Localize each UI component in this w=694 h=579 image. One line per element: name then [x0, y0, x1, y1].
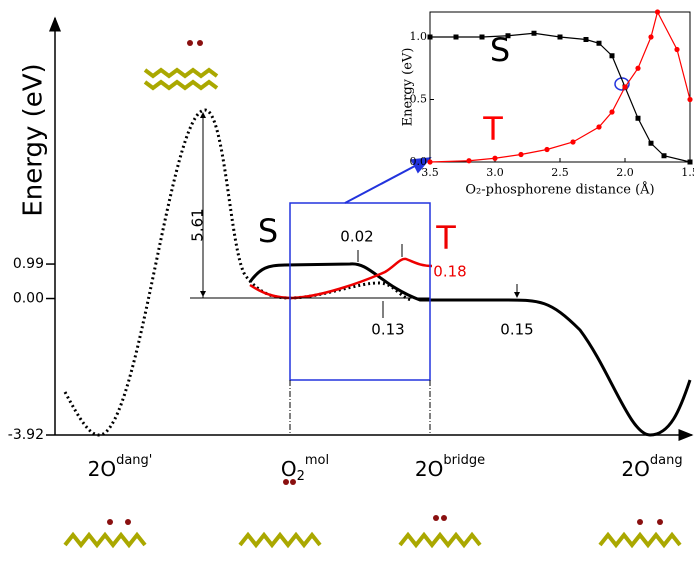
point: [635, 66, 640, 71]
x-tick-label: 2.0: [616, 166, 634, 179]
point: [558, 35, 563, 40]
point: [662, 153, 667, 158]
category-sup: dang': [116, 453, 152, 468]
point: [609, 109, 614, 114]
point: [492, 156, 497, 161]
inset-box: [290, 78, 629, 435]
y-tick-label: -3.92: [8, 427, 44, 443]
x-category-label: 2Odang: [621, 453, 682, 481]
point: [688, 160, 693, 165]
point: [610, 53, 615, 58]
value-annotation: 0.18: [433, 263, 466, 281]
point: [570, 139, 575, 144]
series-label: S: [490, 31, 510, 69]
point: [584, 37, 589, 42]
y-tick-label: 0.0: [410, 155, 428, 168]
inset-y-title: Energy (eV): [401, 48, 416, 127]
figure: Energy (eV) Energy (eV) O₂-phosphorene d…: [0, 0, 694, 579]
x-tick-label: 2.5: [551, 166, 569, 179]
energy-curves: [65, 110, 690, 435]
category-base: 2O: [88, 457, 116, 481]
category-base: O: [281, 457, 297, 481]
structures: [65, 40, 680, 545]
point: [648, 34, 653, 39]
value-annotation: 0.02: [340, 228, 373, 246]
point: [532, 31, 537, 36]
point: [454, 35, 459, 40]
point: [674, 47, 679, 52]
x-category-label: O2mol: [281, 453, 329, 484]
point: [518, 152, 523, 157]
point: [480, 35, 485, 40]
value-annotation: 5.61: [189, 208, 207, 241]
point: [687, 97, 692, 102]
point: [544, 147, 549, 152]
category-sup: bridge: [443, 453, 485, 468]
series-label: T: [482, 110, 503, 148]
point: [636, 116, 641, 121]
category-sup: dang: [650, 453, 683, 468]
y-tick-label: 0.5: [410, 93, 428, 106]
x-tick-label: 1.5: [681, 166, 694, 179]
category-sub: 2: [297, 469, 305, 484]
category-base: 2O: [621, 457, 649, 481]
main-axes: [55, 18, 692, 435]
point: [427, 159, 432, 164]
value-annotation: 0.13: [371, 321, 404, 339]
value-annotation: 0.15: [500, 321, 533, 339]
category-sup: mol: [305, 453, 329, 468]
point: [655, 9, 660, 14]
category-base: 2O: [415, 457, 443, 481]
y-axis-title: Energy (eV): [19, 63, 49, 216]
inset-x-title: O₂-phosphorene distance (Å): [465, 182, 654, 198]
y-tick-label: 0.00: [13, 291, 44, 307]
y-tick-label: 1.0: [410, 30, 428, 43]
point: [596, 124, 601, 129]
point: [466, 158, 471, 163]
point: [649, 141, 654, 146]
x-category-label: 2Odang': [88, 453, 153, 481]
state-label: S: [258, 212, 278, 250]
point: [622, 84, 627, 89]
state-label: T: [435, 219, 456, 257]
x-category-label: 2Obridge: [415, 453, 485, 481]
point: [428, 35, 433, 40]
x-tick-label: 3.0: [486, 166, 504, 179]
y-tick-label: 0.99: [13, 256, 44, 272]
point: [597, 41, 602, 46]
